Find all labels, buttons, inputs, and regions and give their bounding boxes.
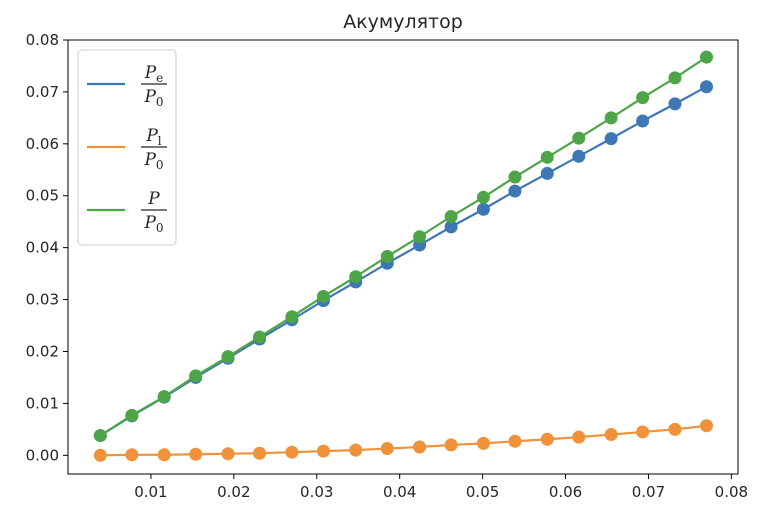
- y-tick-label: 0.08: [26, 31, 59, 49]
- data-point: [668, 97, 682, 111]
- legend-numerator: P: [147, 189, 160, 209]
- data-point: [285, 310, 299, 324]
- y-tick-label: 0.07: [26, 83, 59, 101]
- x-tick-label: 0.07: [632, 483, 665, 501]
- data-point: [604, 428, 618, 442]
- data-point: [636, 91, 650, 105]
- data-point: [157, 448, 171, 462]
- data-point: [380, 249, 394, 263]
- y-tick-label: 0.05: [26, 187, 59, 205]
- data-point: [444, 438, 458, 452]
- legend-denominator: P0: [143, 213, 163, 235]
- data-point: [349, 443, 363, 457]
- legend-box: [77, 49, 177, 246]
- x-tick-label: 0.03: [300, 483, 333, 501]
- data-point: [221, 447, 235, 461]
- x-tick-label: 0.05: [466, 483, 499, 501]
- x-tick-label: 0.08: [715, 483, 748, 501]
- data-point: [572, 149, 586, 163]
- data-point: [699, 50, 713, 64]
- data-point: [125, 408, 139, 422]
- data-point: [444, 220, 458, 234]
- data-point: [253, 446, 267, 460]
- data-point: [93, 429, 107, 443]
- data-point: [476, 190, 490, 204]
- data-point: [668, 422, 682, 436]
- series-layer: [93, 50, 713, 462]
- legend-denominator: P0: [143, 87, 163, 109]
- x-tick-label: 0.02: [217, 483, 250, 501]
- x-tick-label: 0.06: [549, 483, 582, 501]
- y-tick-label: 0.01: [26, 394, 59, 412]
- y-tick-label: 0.02: [26, 342, 59, 360]
- chart-title: Акумулятор: [343, 11, 463, 33]
- y-tick-label: 0.00: [26, 446, 59, 464]
- x-tick-label: 0.04: [383, 483, 416, 501]
- legend-numerator: Pl: [145, 126, 161, 148]
- plot-frame: [67, 39, 739, 475]
- data-point: [444, 210, 458, 224]
- data-point: [380, 442, 394, 456]
- data-point: [636, 114, 650, 128]
- data-point: [572, 430, 586, 444]
- x-axis: 0.01 0.02 0.03 0.04 0.05 0.06 0.07 0.08: [134, 474, 748, 501]
- data-point: [349, 270, 363, 284]
- data-point: [604, 132, 618, 146]
- data-point: [157, 390, 171, 404]
- y-tick-label: 0.04: [26, 239, 59, 257]
- data-point: [316, 289, 330, 303]
- series-1: [93, 419, 713, 462]
- data-point: [636, 425, 650, 439]
- data-point: [572, 131, 586, 145]
- data-point: [699, 419, 713, 433]
- data-point: [604, 111, 618, 125]
- data-point: [540, 432, 554, 446]
- data-point: [699, 80, 713, 94]
- plot-area: [68, 40, 738, 474]
- y-tick-label: 0.03: [26, 291, 59, 309]
- y-tick-label: 0.06: [26, 135, 59, 153]
- x-tick-label: 0.01: [134, 483, 167, 501]
- data-point: [413, 230, 427, 244]
- data-point: [540, 150, 554, 164]
- data-point: [540, 166, 554, 180]
- data-point: [189, 369, 203, 383]
- data-point: [253, 330, 267, 344]
- data-point: [221, 350, 235, 364]
- data-point: [285, 445, 299, 459]
- legend-denominator: P0: [143, 150, 163, 172]
- data-point: [413, 440, 427, 454]
- data-point: [476, 202, 490, 216]
- data-point: [316, 444, 330, 458]
- data-point: [508, 434, 522, 448]
- data-point: [476, 436, 490, 450]
- data-point: [189, 447, 203, 461]
- data-point: [508, 170, 522, 184]
- data-point: [125, 448, 139, 462]
- legend-item-2: P P0: [87, 189, 167, 235]
- data-point: [508, 184, 522, 198]
- series-2: [93, 50, 713, 443]
- legend-numerator: Pe: [144, 63, 164, 85]
- data-point: [93, 448, 107, 462]
- y-axis: 0.00 0.01 0.02 0.03 0.04 0.05 0.06 0.07 0.08: [26, 31, 68, 464]
- data-point: [668, 71, 682, 85]
